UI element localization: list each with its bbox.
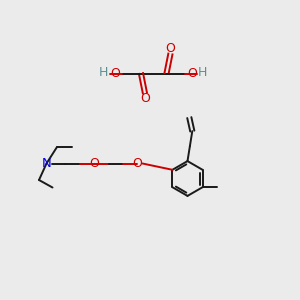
Text: O: O [187, 67, 197, 80]
Text: O: O [166, 42, 175, 55]
Text: H: H [99, 66, 108, 79]
Text: O: O [111, 67, 120, 80]
Text: O: O [133, 157, 142, 170]
Text: O: O [89, 157, 99, 170]
Text: N: N [42, 157, 51, 170]
Text: H: H [198, 66, 207, 79]
Text: O: O [140, 92, 150, 105]
